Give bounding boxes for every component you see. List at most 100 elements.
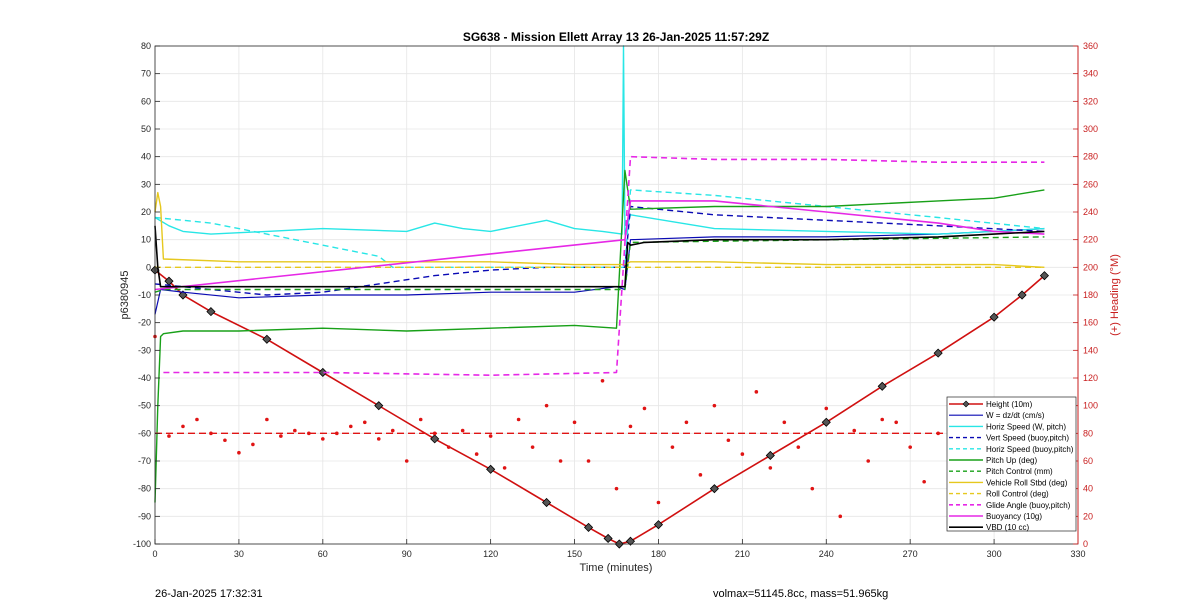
height-marker (262, 334, 272, 344)
legend-marker (962, 400, 970, 408)
heading-point (922, 479, 926, 484)
y-right-tick-label: 280 (1083, 152, 1098, 162)
heading-point (307, 431, 311, 436)
heading-layer (153, 334, 1078, 519)
y-left-tick-label: -100 (133, 539, 151, 549)
y-right-tick-label: 120 (1083, 373, 1098, 383)
legend-label: Vehicle Roll Stbd (deg) (986, 478, 1068, 487)
y-left-tick-label: 70 (141, 69, 151, 79)
legend-label: Vert Speed (buoy,pitch) (986, 434, 1069, 443)
legend-label: W = dz/dt (cm/s) (986, 411, 1045, 420)
height-marker (542, 497, 552, 508)
height-marker (989, 312, 999, 322)
y-right-tick-label: 140 (1083, 345, 1098, 355)
legend-label: Roll Control (deg) (986, 490, 1049, 499)
height-marker (653, 520, 664, 530)
heading-point (195, 417, 199, 422)
y-right-tick-label: 20 (1083, 511, 1093, 521)
heading-point (376, 437, 381, 441)
legend-label: Buoyancy (10g) (986, 512, 1042, 521)
y-right-tick-label: 0 (1083, 539, 1088, 549)
heading-point (768, 466, 773, 470)
heading-point (740, 452, 745, 456)
series-layer (150, 45, 1050, 549)
y-left-tick-label: -30 (138, 345, 151, 355)
legend-label: Pitch Up (deg) (986, 456, 1037, 465)
legend-label: Glide Angle (buoy,pitch) (986, 501, 1071, 510)
heading-point (293, 428, 297, 433)
legend-box (946, 396, 1077, 532)
y-right-tick-label: 360 (1083, 41, 1098, 51)
heading-point (390, 428, 395, 433)
series-horiz-speed-w-pitch (154, 45, 1045, 235)
x-tick-label: 150 (567, 549, 582, 559)
height-marker (821, 417, 831, 427)
heading-point (824, 406, 829, 411)
heading-point (726, 438, 731, 443)
x-tick-label: 240 (819, 549, 834, 559)
heading-point (628, 424, 633, 429)
series-glide-angle-buoy-pitch (163, 155, 1045, 377)
legend-label: Horiz Speed (buoy,pitch) (986, 445, 1074, 454)
height-marker (1039, 271, 1050, 281)
y-right-tick-label: 200 (1083, 262, 1098, 272)
heading-point (894, 420, 898, 425)
heading-point (251, 442, 255, 447)
x-tick-label: 60 (318, 549, 328, 559)
y-left-tick-label: -40 (138, 373, 151, 383)
y-left-tick-label: 30 (141, 179, 151, 189)
y-left-tick-label: 50 (141, 124, 151, 134)
heading-point (404, 459, 409, 463)
heading-point (656, 500, 661, 505)
heading-point (698, 473, 703, 477)
heading-point (908, 445, 912, 449)
legend-label: Height (10m) (986, 400, 1033, 409)
y-left-tick-label: -60 (138, 428, 151, 438)
x-tick-label: 90 (402, 549, 412, 559)
y-left-tick-label: 20 (141, 207, 151, 217)
height-marker (486, 464, 496, 474)
y-axis-left-ticks: -100-90-80-70-60-50-40-30-20-10010203040… (133, 41, 160, 549)
y-right-tick-label: 260 (1083, 179, 1098, 189)
y-right-tick-label: 100 (1083, 401, 1098, 411)
height-marker (765, 450, 775, 461)
y-right-tick-label: 300 (1083, 124, 1098, 134)
y-left-tick-label: 40 (141, 152, 151, 162)
y-left-tick-label: 80 (141, 41, 151, 51)
heading-point (474, 452, 479, 456)
y-right-tick-label: 220 (1083, 235, 1098, 245)
legend-label: Pitch Control (mm) (986, 467, 1053, 476)
heading-point (558, 459, 563, 463)
heading-point (181, 424, 185, 429)
y-right-tick-label: 180 (1083, 290, 1098, 300)
x-axis-label: Time (minutes) (580, 562, 653, 574)
y-left-tick-label: -20 (138, 318, 151, 328)
y-left-tick-label: -50 (138, 401, 151, 411)
heading-point (880, 417, 885, 422)
series-pitch-control-mm (154, 236, 1045, 293)
y-axis-right-label: (+) Heading (°M) (1109, 254, 1121, 336)
x-tick-label: 210 (735, 549, 750, 559)
series-buoyancy-10g (154, 200, 1045, 291)
heading-point (670, 445, 675, 449)
footer-timestamp: 26-Jan-2025 17:32:31 (155, 588, 263, 600)
heading-point (488, 434, 493, 438)
y-left-tick-label: -70 (138, 456, 151, 466)
legend-label: Horiz Speed (W, pitch) (986, 422, 1066, 431)
heading-point (418, 417, 423, 422)
y-left-tick-label: 0 (146, 262, 151, 272)
heading-point (502, 466, 507, 470)
chart-title: SG638 - Mission Ellett Array 13 26-Jan-2… (463, 30, 769, 44)
y-left-tick-label: -90 (138, 511, 151, 521)
heading-point (279, 434, 283, 438)
x-axis-ticks: 0 30 60 90 120 150 180 210 240 270 300 330 (152, 539, 1086, 559)
legend-label: VBD (10 cc) (986, 523, 1029, 532)
heading-point (614, 486, 619, 491)
heading-point (209, 431, 213, 436)
height-marker (374, 401, 384, 411)
height-marker (318, 367, 328, 378)
y-right-tick-label: 340 (1083, 69, 1098, 79)
heading-point (265, 417, 269, 422)
heading-point (712, 403, 717, 408)
y-axis-right-ticks: 0 20 40 60 80 100 120 140 160 180 200 220 240 260 280 3… (1073, 41, 1098, 549)
